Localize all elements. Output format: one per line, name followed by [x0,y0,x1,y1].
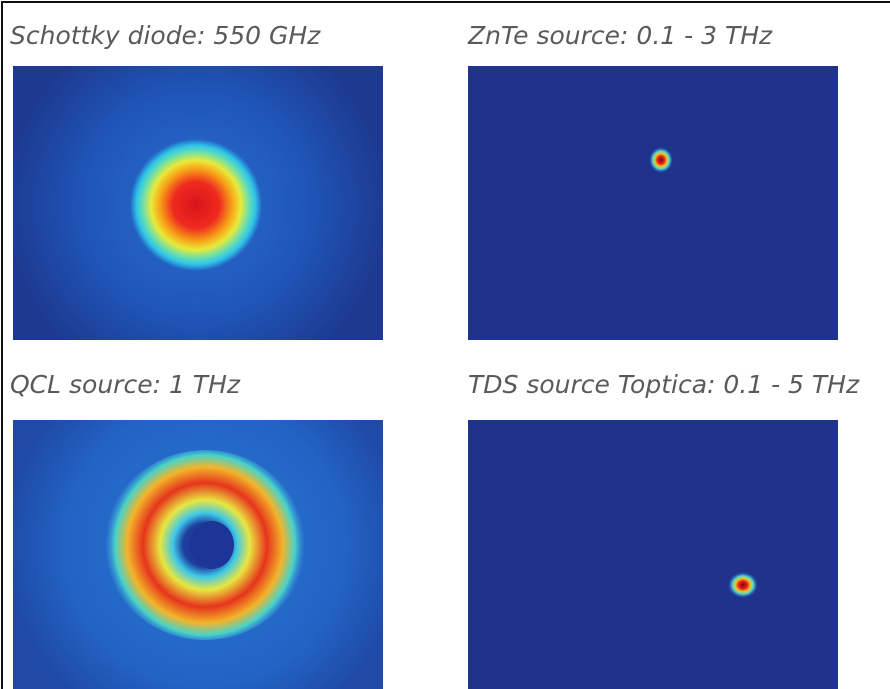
caption: ZnTe source: 0.1 - 3 THz [467,21,773,50]
caption: TDS source Toptica: 0.1 - 5 THz [468,370,860,399]
caption: Schottky diode: 550 GHz [10,21,321,50]
caption: QCL source: 1 THz [10,370,241,399]
beam-image [468,420,838,689]
beam-image [13,420,383,689]
beam-image [13,66,383,340]
beam-image [468,66,838,340]
